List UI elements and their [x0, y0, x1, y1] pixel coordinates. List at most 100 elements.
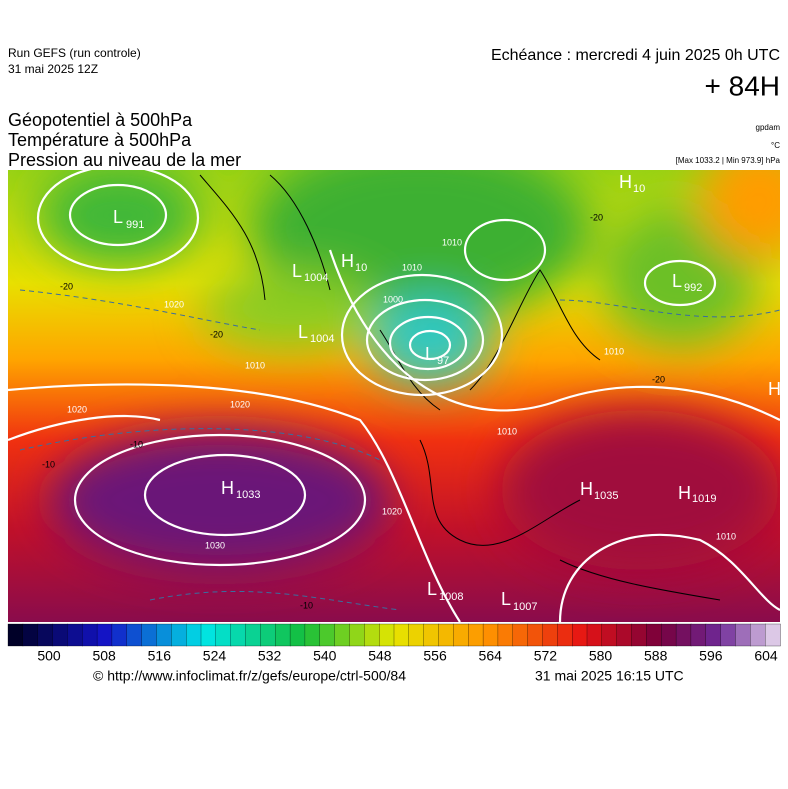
colorbar-swatch — [245, 623, 262, 647]
source: © http://www.infoclimat.fr/z/gefs/europe… — [93, 668, 406, 684]
colorbar-tick-label: 508 — [92, 648, 116, 664]
isobar-label: 1010 — [716, 531, 736, 541]
isobar-label: 1010 — [402, 262, 422, 272]
colorbar-swatch — [319, 623, 336, 647]
colorbar-swatch — [156, 623, 172, 647]
center-type: H — [221, 478, 234, 498]
colorbar-tick-label: 540 — [313, 648, 337, 664]
colorbar-swatch — [304, 623, 321, 647]
colorbar-tick-label: 548 — [368, 648, 392, 664]
center-type: L — [298, 322, 308, 342]
colorbar-tick-label: 588 — [644, 648, 668, 664]
center-value: 992 — [684, 282, 702, 294]
colorbar-swatch — [705, 623, 722, 647]
center-value: 1033 — [236, 489, 260, 501]
pressure-centers: L 991 L 1004 H 10 L 1004 L 97 H 1033 H 1035 H 10… — [113, 172, 781, 613]
center-type: L — [425, 344, 435, 364]
colorbar-swatch — [720, 623, 737, 647]
run-date: 31 mai 2025 12Z — [8, 62, 98, 76]
isobar-label: 1020 — [164, 299, 184, 309]
center-type: H — [768, 379, 781, 399]
field: Pression au niveau de la mer — [8, 150, 241, 170]
colorbar-swatch — [675, 623, 692, 647]
colorbar-swatch — [126, 623, 143, 647]
temp-label: -20 — [590, 212, 603, 222]
colorbar-swatch — [37, 623, 54, 647]
colorbar-swatch — [631, 623, 648, 647]
colorbar-swatch — [601, 623, 618, 647]
colorbar-swatch — [586, 623, 603, 647]
colorbar-swatch — [482, 623, 499, 647]
colorbar-swatch — [735, 623, 751, 647]
isobar-labels: 1010 1010 1000 1010 1020 1020 1030 1020 … — [67, 237, 736, 550]
colorbar: 500 508 516 524 532 540 548 556 564 572 580 588 596 6… — [7, 623, 781, 664]
unit: [Max 1033.2 | Min 973.9] hPa — [676, 156, 781, 165]
center-value: 1004 — [310, 333, 334, 345]
colorbar-swatch — [379, 623, 395, 647]
colorbar-swatch — [438, 623, 455, 647]
colorbar-swatch — [52, 623, 69, 647]
run: Run GEFS (run controle) — [8, 46, 141, 60]
center-value: 1008 — [439, 591, 463, 603]
center-value: 10 — [355, 262, 367, 274]
center-type: H — [341, 251, 354, 271]
colorbar-swatch — [7, 623, 24, 647]
header: Run GEFS (run controle) 31 mai 2025 12Z … — [8, 46, 781, 170]
isobar-label: 1020 — [230, 399, 250, 409]
temp-label: -10 — [42, 459, 55, 469]
footer: © http://www.infoclimat.fr/z/gefs/europe… — [93, 668, 684, 684]
center-type: L — [501, 589, 511, 609]
colorbar-swatch — [453, 623, 469, 647]
colorbar-tick-label: 500 — [37, 648, 61, 664]
center-type: H — [678, 483, 691, 503]
issued: 31 mai 2025 16:15 UTC — [535, 668, 684, 684]
colorbar-tick-label: 604 — [754, 648, 778, 664]
center-type: H — [580, 479, 593, 499]
colorbar-tick-label: 596 — [699, 648, 723, 664]
colorbar-swatch — [67, 623, 83, 647]
center-value: 1035 — [594, 490, 618, 502]
temp-label: -20 — [60, 281, 73, 291]
isobar-label: 1030 — [205, 540, 225, 550]
colorbar-swatch — [215, 623, 232, 647]
colorbar-tick-label: 524 — [203, 648, 227, 664]
colorbar-swatch — [765, 623, 781, 647]
colorbar-tick-label: 556 — [423, 648, 447, 664]
colorbar-swatch — [275, 623, 291, 647]
colorbar-swatch — [334, 623, 351, 647]
colorbar-swatch — [408, 623, 425, 647]
colorbar-swatch — [364, 623, 380, 647]
center-type: L — [427, 579, 437, 599]
colorbar-swatch — [468, 623, 484, 647]
colorbar-tick-label: 516 — [148, 648, 172, 664]
colorbar-swatch — [200, 623, 217, 647]
isobar-label: 1010 — [604, 346, 624, 356]
colorbar-swatch — [111, 623, 128, 647]
colorbar-swatch — [423, 623, 440, 647]
center-value: 97 — [437, 355, 449, 367]
colorbar-swatch — [82, 623, 98, 647]
temp-label: -10 — [300, 600, 313, 610]
colorbar-swatch — [22, 623, 39, 647]
colorbar-swatch — [497, 623, 514, 647]
colorbar-tick-label: 572 — [534, 648, 558, 664]
colorbar-tick-label: 580 — [589, 648, 613, 664]
temp-labels: -20 -20 -20 -10 -10 -20 -10 — [42, 212, 665, 610]
colorbar-swatch — [690, 623, 707, 647]
colorbar-swatch — [289, 623, 306, 647]
lead: + 84H — [705, 70, 781, 101]
colorbar-swatch — [616, 623, 633, 647]
center-value: 1019 — [692, 493, 716, 505]
colorbar-swatch — [661, 623, 677, 647]
colorbar-swatch — [512, 623, 529, 647]
center-value: 10 — [633, 183, 645, 195]
temp-label: -20 — [210, 329, 223, 339]
colorbar-swatch — [572, 623, 588, 647]
center-type: L — [672, 271, 682, 291]
colorbar-swatch — [527, 623, 544, 647]
colorbar-tick-label: 564 — [479, 648, 503, 664]
unit: °C — [771, 141, 780, 150]
colorbar-swatch — [646, 623, 662, 647]
field: Température à 500hPa — [8, 130, 192, 150]
field: Géopotentiel à 500hPa — [8, 110, 193, 130]
